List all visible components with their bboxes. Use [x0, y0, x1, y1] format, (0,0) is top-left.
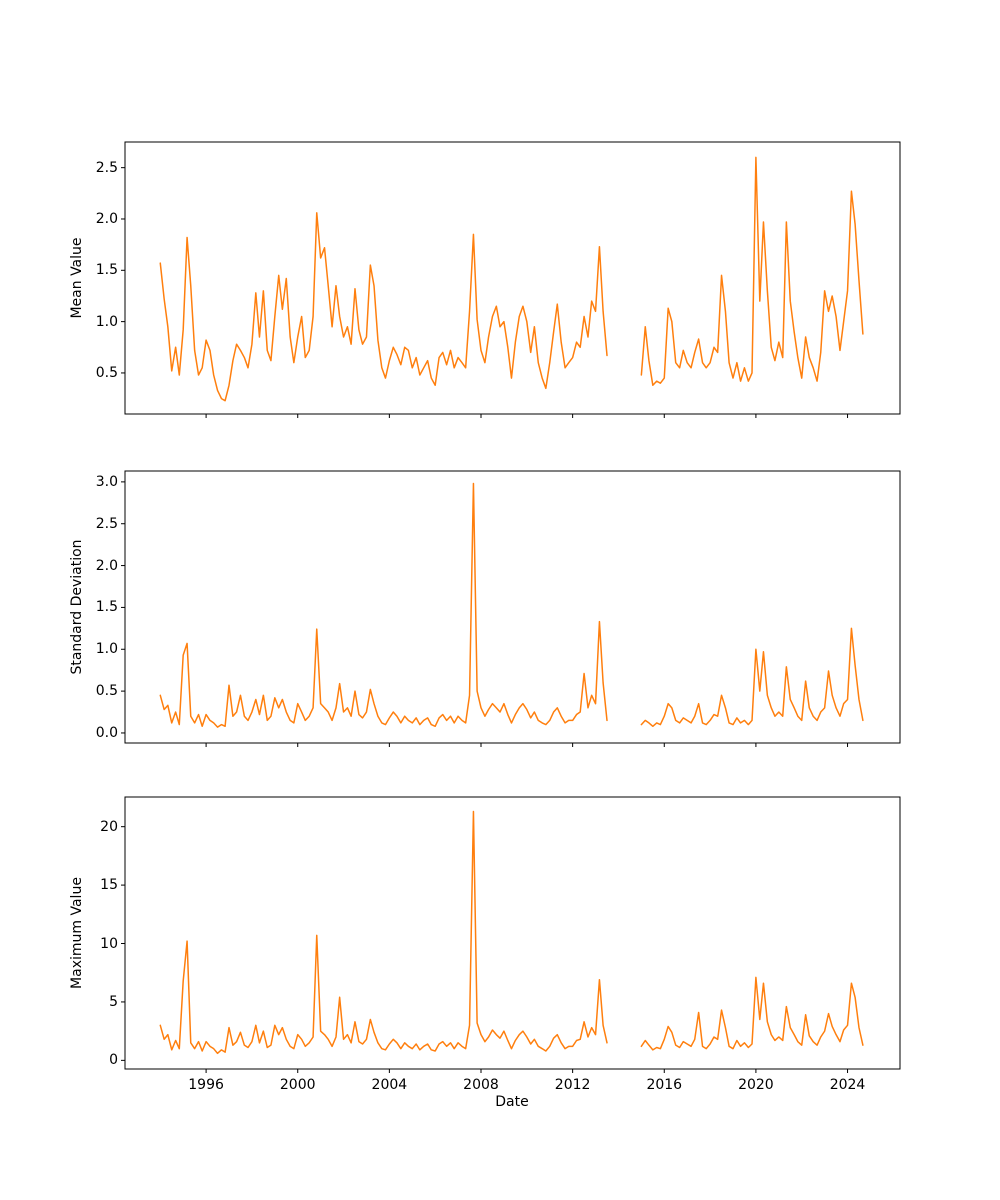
y-tick-label: 1.5	[95, 262, 118, 279]
line-maximum-value	[159, 810, 864, 1055]
x-tick-label: 1996	[188, 1077, 224, 1093]
x-tick-label: 2004	[371, 1077, 408, 1093]
y-tick-label: 2.0	[95, 557, 118, 574]
xlabel-date: Date	[495, 1094, 529, 1110]
y-tick-label: 0	[109, 1052, 118, 1069]
y-tick-label: 1.0	[95, 641, 118, 658]
axes-box-2	[124, 796, 901, 1070]
y-tick-label: 3.0	[95, 473, 118, 490]
x-tick-label: 2024	[829, 1077, 866, 1093]
y-tick-label: 1.5	[95, 599, 118, 616]
y-tick-label: 2.5	[95, 515, 118, 532]
line-mean-value	[159, 156, 864, 402]
y-tick-label: 5	[109, 993, 118, 1010]
y-tick-label: 10	[100, 935, 118, 952]
x-tick-label: 2012	[554, 1077, 591, 1093]
y-tick-label: 0.0	[95, 724, 118, 741]
x-tick-label: 2000	[279, 1077, 316, 1093]
x-tick-label: 2008	[463, 1077, 499, 1093]
y-tick-label: 20	[100, 818, 118, 835]
axes-box-0	[124, 141, 901, 415]
y-tick-label: 2.0	[95, 210, 118, 227]
y-tick-label: 15	[100, 877, 118, 894]
line-standard-deviation	[159, 482, 864, 728]
y-tick-label: 0.5	[95, 683, 118, 700]
x-tick-label: 2016	[646, 1077, 683, 1093]
y-tick-label: 2.5	[95, 159, 118, 176]
x-tick-label: 2020	[738, 1077, 774, 1093]
y-tick-label: 0.5	[95, 364, 118, 381]
y-tick-label: 1.0	[95, 313, 118, 330]
